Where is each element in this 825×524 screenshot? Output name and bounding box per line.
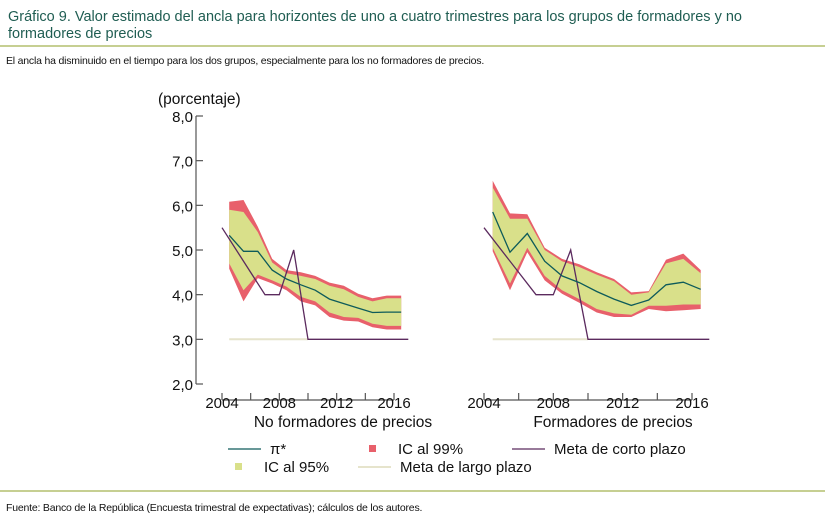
pi-star-line — [228, 234, 402, 314]
legend: π* IC al 99% Meta de corto plazo IC al 95% M… — [228, 441, 686, 476]
x-tick-label: 2008 — [263, 395, 296, 412]
ic95-band — [492, 187, 701, 315]
pi-star-line — [492, 211, 701, 307]
x-tick-label: 2004 — [467, 395, 500, 412]
panel-label: No formadores de precios — [254, 414, 433, 431]
panel-label: Formadores de precios — [533, 414, 693, 431]
title-divider — [0, 45, 825, 47]
chart-subtitle: El ancla ha disminuido en el tiempo para… — [6, 55, 485, 67]
y-tick-label: 7,0 — [172, 154, 193, 171]
x-tick-label: 2016 — [377, 395, 410, 412]
meta-corto-line — [483, 227, 710, 340]
y-tick-label: 5,0 — [172, 243, 193, 260]
legend-pi_star-label: π* — [270, 441, 286, 458]
legend-ic95-label: IC al 95% — [264, 459, 329, 476]
x-tick-label: 2012 — [320, 395, 353, 412]
chart-title: Gráfico 9. Valor estimado del ancla para… — [8, 9, 742, 42]
x-tick-label: 2004 — [205, 395, 238, 412]
y-axis: 2,0 3,0 4,0 5,0 6,0 7,0 8,0 — [172, 109, 203, 394]
legend-meta_largo-label: Meta de largo plazo — [400, 459, 532, 476]
y-tick-label: 6,0 — [172, 198, 193, 215]
ic95-band — [229, 209, 402, 326]
legend-ic99-label: IC al 99% — [398, 441, 463, 458]
footer-divider — [0, 490, 825, 492]
legend-meta_corto-label: Meta de corto plazo — [554, 441, 686, 458]
source-note: Fuente: Banco de la República (Encuesta … — [6, 502, 423, 514]
legend-ic95-swatch — [235, 463, 242, 470]
y-axis-title: (porcentaje) — [158, 91, 241, 108]
meta-corto-line — [221, 227, 409, 340]
panel-no-formadores: 2004 2008 2012 2016 No formadores de precios — [205, 200, 432, 431]
x-tick-label: 2008 — [537, 395, 570, 412]
x-tick-label: 2012 — [606, 395, 639, 412]
legend-ic99-swatch — [369, 445, 376, 452]
y-tick-label: 4,0 — [172, 288, 193, 305]
panel-formadores: 2004 2008 2012 2016 Formadores de precios — [467, 180, 710, 431]
y-tick-label: 3,0 — [172, 332, 193, 349]
y-tick-label: 8,0 — [172, 109, 193, 126]
x-tick-label: 2016 — [675, 395, 708, 412]
y-tick-label: 2,0 — [172, 377, 193, 394]
